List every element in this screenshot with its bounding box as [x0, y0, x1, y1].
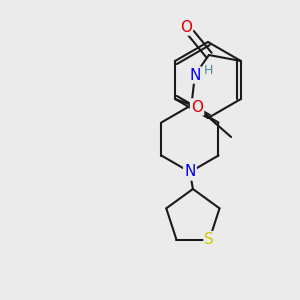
- Text: N: N: [189, 68, 201, 82]
- Text: H: H: [204, 64, 214, 77]
- Text: N: N: [184, 164, 196, 179]
- Text: S: S: [205, 232, 214, 247]
- Text: O: O: [191, 100, 203, 115]
- Text: O: O: [180, 20, 192, 34]
